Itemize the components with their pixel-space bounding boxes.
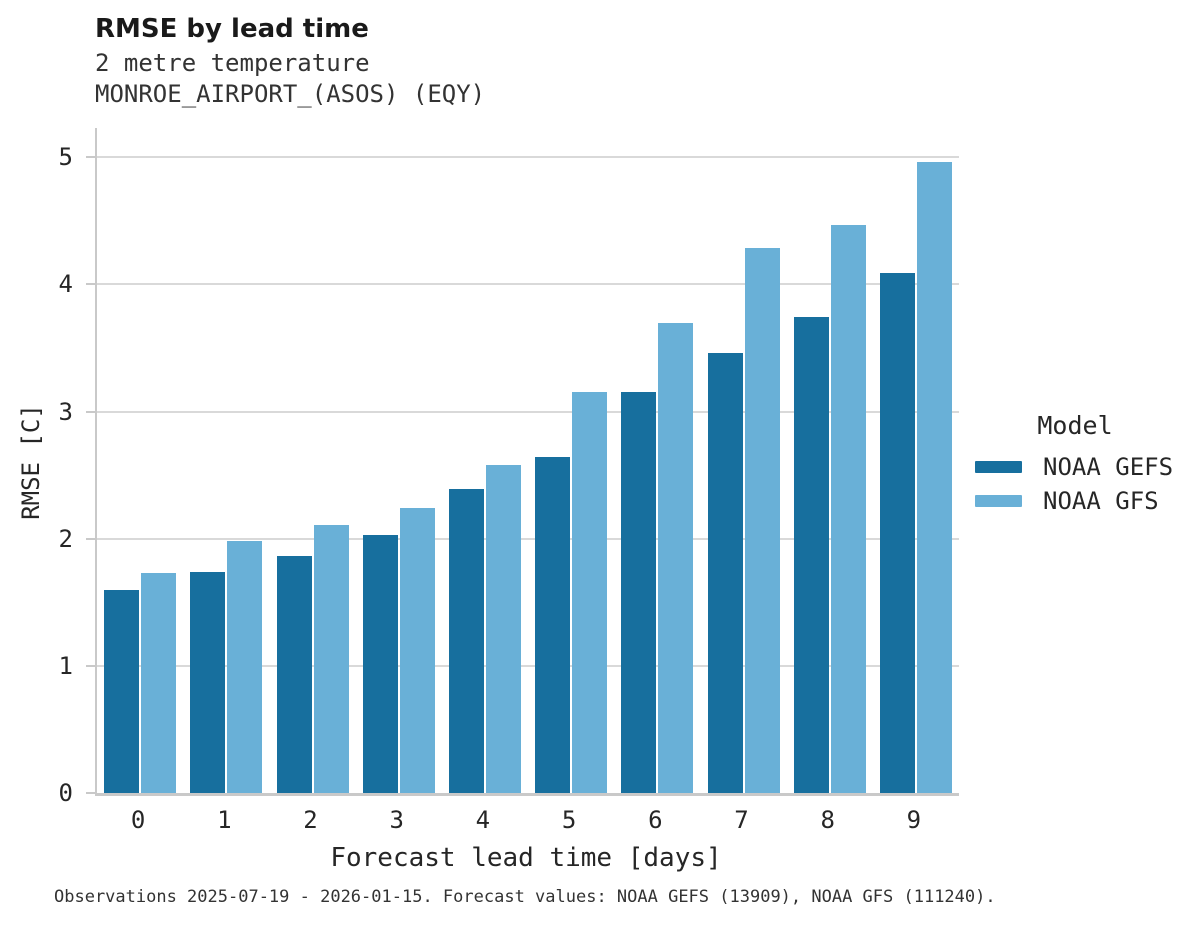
bar-noaa-gfs-lead-4 — [486, 465, 521, 793]
y-tick-mark-2 — [86, 537, 95, 540]
y-tick-label-0: 0 — [58, 779, 73, 807]
y-tick-mark-0 — [86, 792, 95, 794]
chart-station-line: MONROE_AIRPORT_(ASOS) (EQY) — [95, 80, 486, 108]
bar-noaa-gfs-lead-0 — [141, 573, 176, 793]
y-tick-mark-4 — [86, 283, 95, 286]
y-tick-mark-1 — [86, 664, 95, 667]
bar-noaa-gfs-lead-8 — [831, 225, 866, 793]
x-tick-label-7: 7 — [734, 806, 749, 834]
bar-noaa-gefs-lead-7 — [708, 353, 743, 793]
x-tick-label-1: 1 — [217, 806, 232, 834]
y-tick-mark-3 — [86, 410, 95, 413]
legend: Model NOAA GEFS NOAA GFS — [975, 411, 1175, 518]
legend-items: NOAA GEFS NOAA GFS — [975, 450, 1175, 518]
gridline-y-1 — [97, 664, 959, 667]
bar-noaa-gefs-lead-9 — [880, 273, 915, 793]
bar-noaa-gefs-lead-8 — [794, 317, 829, 793]
y-tick-label-4: 4 — [58, 270, 73, 299]
legend-title: Model — [1037, 411, 1113, 440]
gridline-y-4 — [97, 283, 959, 286]
legend-label-noaa-gfs: NOAA GFS — [1043, 487, 1159, 515]
x-axis-title: Forecast lead time [days] — [330, 843, 722, 873]
x-tick-label-6: 6 — [648, 806, 663, 834]
bar-noaa-gefs-lead-1 — [190, 572, 225, 793]
footnote: Observations 2025-07-19 - 2026-01-15. Fo… — [54, 887, 996, 907]
x-tick-label-0: 0 — [130, 806, 146, 834]
x-tick-label-8: 8 — [820, 806, 835, 834]
bar-noaa-gfs-lead-9 — [917, 162, 952, 793]
gridline-y-2 — [97, 537, 959, 540]
x-tick-label-2: 2 — [303, 806, 318, 834]
y-tick-mark-5 — [86, 156, 95, 159]
y-tick-label-2: 2 — [58, 524, 73, 553]
y-tick-label-5: 5 — [58, 143, 73, 172]
x-tick-label-3: 3 — [389, 806, 404, 834]
chart-subtitle: 2 metre temperature — [95, 49, 370, 77]
legend-label-noaa-gefs: NOAA GEFS — [1043, 453, 1174, 481]
bar-noaa-gfs-lead-1 — [227, 541, 262, 793]
bar-noaa-gefs-lead-6 — [621, 392, 656, 793]
bar-noaa-gfs-lead-2 — [314, 525, 349, 793]
plot-area — [95, 128, 959, 796]
chart-title: RMSE by lead time — [95, 14, 369, 44]
bar-noaa-gfs-lead-5 — [572, 392, 607, 793]
legend-swatch-noaa-gfs — [975, 495, 1022, 507]
gridline-y-3 — [97, 410, 959, 413]
bar-noaa-gefs-lead-0 — [104, 590, 139, 793]
x-tick-label-4: 4 — [475, 806, 491, 834]
bar-noaa-gfs-lead-3 — [400, 508, 435, 793]
x-tick-label-5: 5 — [561, 806, 577, 834]
gridline-y-5 — [97, 156, 959, 159]
y-tick-label-1: 1 — [58, 651, 73, 680]
y-tick-label-3: 3 — [58, 397, 73, 426]
bar-noaa-gefs-lead-5 — [535, 457, 570, 793]
legend-item-noaa-gfs: NOAA GFS — [975, 484, 1175, 518]
legend-swatch-noaa-gefs — [975, 461, 1022, 473]
bar-noaa-gfs-lead-6 — [658, 323, 693, 793]
bar-noaa-gefs-lead-4 — [449, 489, 484, 793]
bar-noaa-gfs-lead-7 — [745, 248, 780, 793]
x-tick-label-9: 9 — [906, 806, 922, 834]
bar-noaa-gefs-lead-2 — [277, 556, 312, 793]
bar-noaa-gefs-lead-3 — [363, 535, 398, 793]
legend-item-noaa-gefs: NOAA GEFS — [975, 450, 1175, 484]
